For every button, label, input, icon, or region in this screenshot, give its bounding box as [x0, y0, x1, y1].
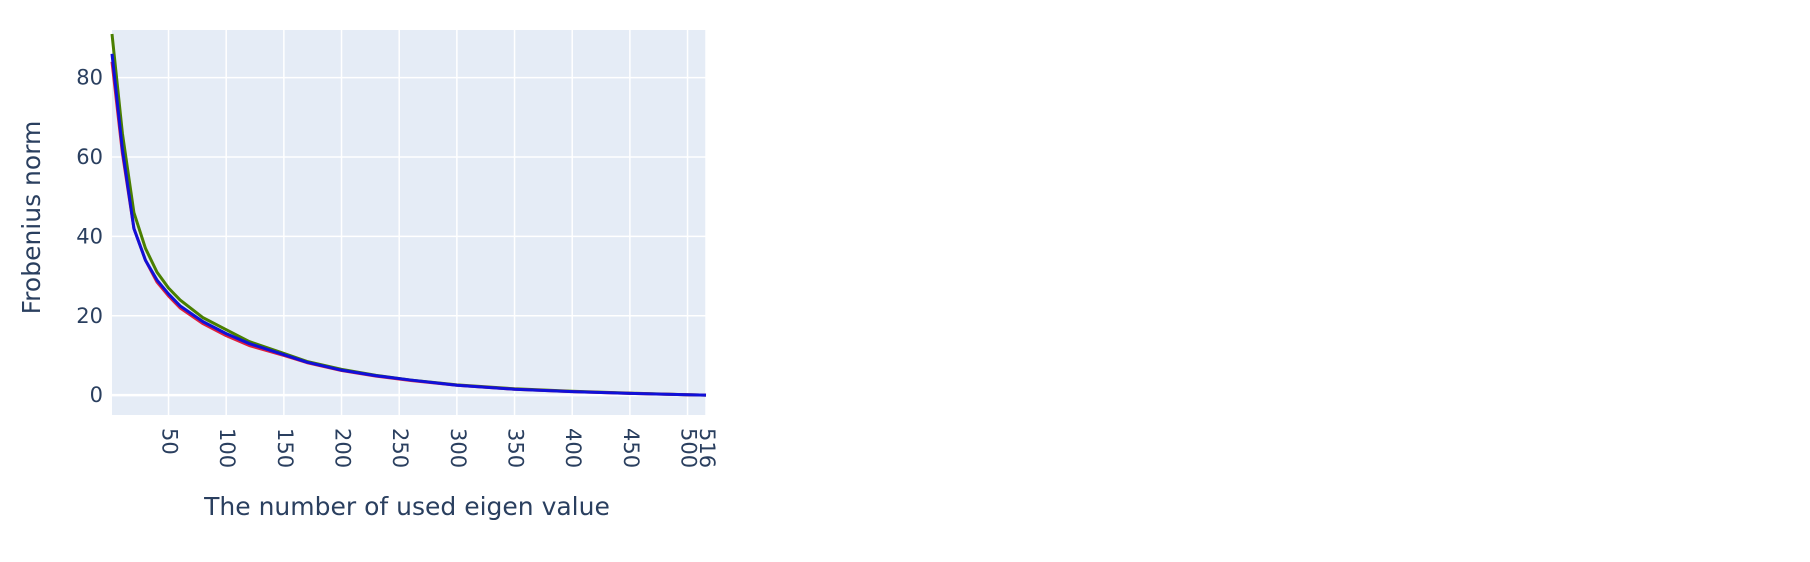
y-tick-label: 0: [90, 383, 103, 407]
y-tick-label: 20: [76, 304, 103, 328]
x-tick-label: 300: [446, 428, 470, 468]
series-line: [110, 53, 707, 397]
x-tick-label: 250: [388, 428, 412, 468]
y-axis-title: Frobenius norm: [17, 121, 46, 315]
x-tick-label: 516: [695, 428, 719, 468]
x-tick-label: 200: [331, 428, 355, 468]
plot-background: [112, 30, 706, 415]
x-tick-label: 350: [504, 428, 528, 468]
x-tick-label: 500: [677, 428, 701, 468]
y-axis-ticks: 0 20 40 60 80: [76, 66, 103, 408]
x-axis-title: The number of used eigen value: [203, 492, 610, 521]
y-tick-label: 80: [76, 66, 103, 90]
x-tick-label: 50: [158, 428, 182, 455]
y-tick-label: 40: [76, 224, 103, 248]
x-tick-label: 400: [561, 428, 585, 468]
y-tick-label: 60: [76, 145, 103, 169]
x-tick-label: 150: [273, 428, 297, 468]
grid: [112, 30, 707, 415]
x-tick-label: 450: [619, 428, 643, 468]
series-lines: [110, 33, 707, 397]
x-tick-label: 100: [215, 428, 239, 468]
